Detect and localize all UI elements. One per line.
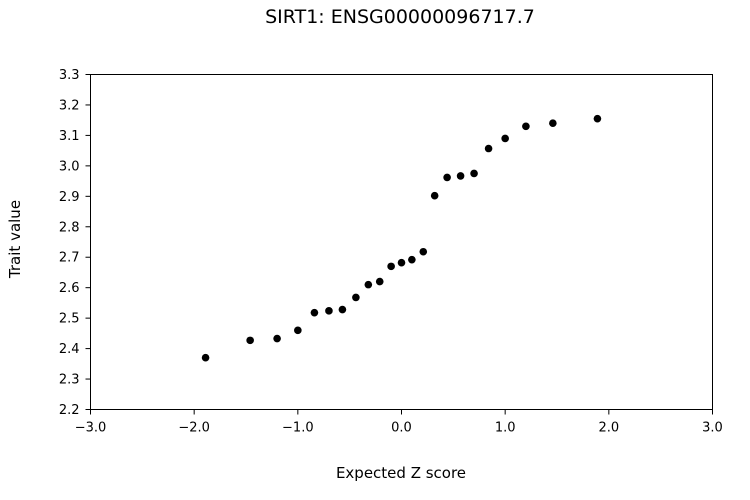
x-tick-label: −1.0: [282, 421, 314, 436]
chart-title: SIRT1: ENSG00000096717.7: [265, 6, 535, 28]
plot-frame: [90, 74, 713, 410]
data-point: [456, 172, 465, 180]
data-point: [338, 305, 347, 314]
data-point: [387, 262, 395, 271]
y-tick-label: 2.3: [59, 373, 80, 388]
data-point: [325, 307, 333, 315]
data-point: [549, 119, 557, 128]
data-point: [593, 114, 602, 123]
data-point: [397, 258, 406, 267]
data-points: [201, 114, 602, 362]
data-point: [273, 334, 281, 343]
x-tick-label: 0.0: [391, 421, 412, 436]
x-tick-label: −2.0: [178, 421, 210, 436]
data-point: [352, 293, 360, 302]
x-tick-label: 1.0: [495, 421, 516, 436]
data-point: [364, 280, 373, 289]
y-tick-label: 2.5: [59, 312, 80, 327]
y-tick-label: 2.6: [59, 281, 80, 296]
y-tick-label: 2.7: [59, 251, 80, 266]
y-tick-label: 2.4: [59, 342, 80, 357]
data-point: [246, 336, 254, 345]
data-point: [430, 191, 439, 200]
data-point: [294, 326, 302, 335]
y-tick-label: 2.2: [59, 403, 80, 418]
data-point: [408, 255, 416, 264]
y-tick-label: 2.8: [59, 220, 80, 235]
data-point: [201, 353, 210, 362]
x-tick-label: −3.0: [75, 421, 107, 436]
x-axis-ticks: −3.0 −2.0 −1.0 0.0 1.0 2.0 3.0: [75, 409, 723, 436]
data-point: [484, 144, 493, 153]
x-axis-label: Expected Z score: [335, 464, 467, 482]
data-point: [501, 134, 509, 143]
y-tick-label: 3.1: [59, 129, 80, 144]
y-tick-label: 3.2: [59, 98, 80, 113]
x-tick-label: 2.0: [598, 421, 619, 436]
data-point: [443, 173, 451, 182]
data-point: [375, 277, 384, 286]
y-tick-label: 3.3: [59, 68, 80, 83]
data-point: [419, 247, 428, 256]
data-point: [310, 308, 319, 317]
data-point: [470, 169, 478, 178]
y-tick-label: 2.9: [59, 190, 80, 205]
y-axis-ticks: 2.2 2.3 2.4 2.5 2.6 2.7 2.8 2.9 3.0 3.1 3.2 3.3: [59, 68, 91, 418]
x-tick-label: 3.0: [702, 421, 723, 436]
y-tick-label: 3.0: [59, 159, 80, 174]
data-point: [522, 122, 530, 131]
